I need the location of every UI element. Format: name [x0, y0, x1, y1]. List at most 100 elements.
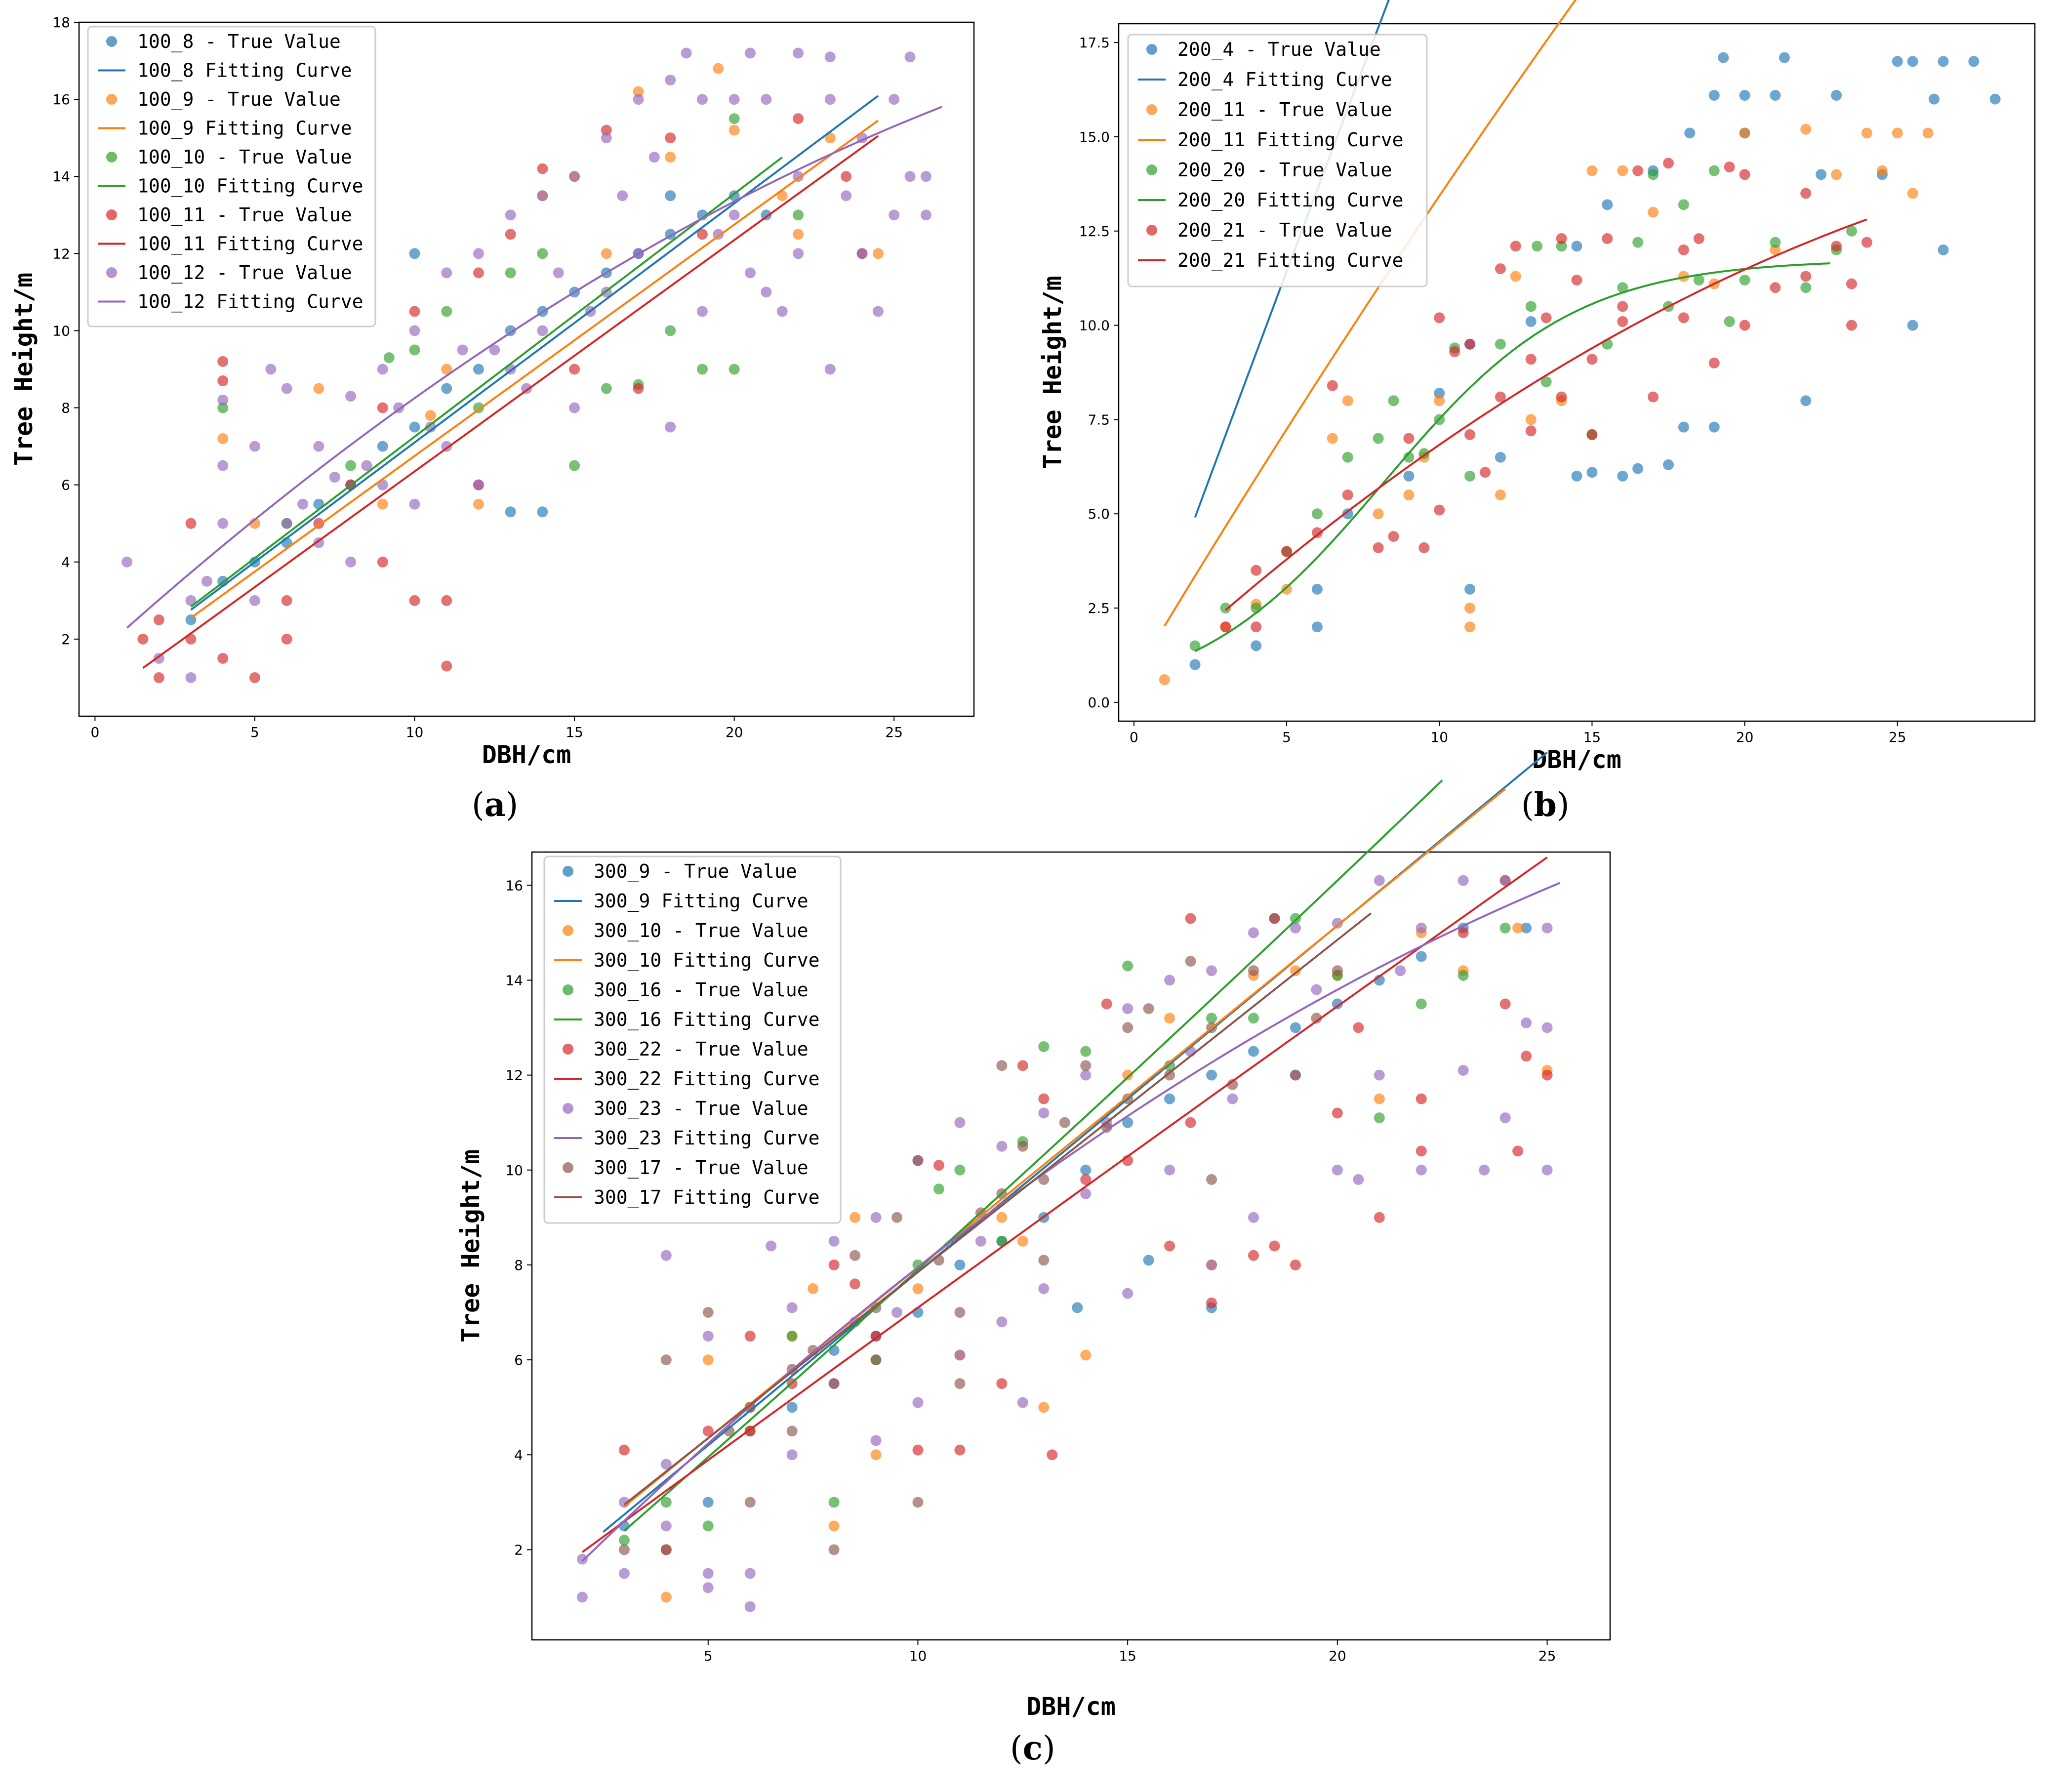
data-point-100_12 [473, 479, 484, 490]
chart-panel-a: 0 5 10 15 20 25 2 4 6 8 10 12 14 16 18 DBH/cm Tree Heigh… [9, 14, 975, 769]
data-point-200_21 [1602, 233, 1613, 244]
data-point-300_9 [1122, 1117, 1133, 1128]
legend-label-100_10-fit: 100_10 Fitting Curve [137, 175, 364, 198]
data-point-100_10 [217, 402, 229, 413]
data-point-300_17 [702, 1307, 714, 1318]
data-point-100_12 [185, 672, 197, 683]
data-point-300_10 [1164, 1013, 1175, 1024]
data-point-200_4 [1434, 387, 1445, 399]
y-tick-label: 2 [514, 1542, 523, 1558]
data-point-200_21 [1480, 467, 1491, 478]
data-point-100_12 [217, 518, 229, 529]
data-point-300_22 [912, 1444, 924, 1456]
data-point-300_17 [996, 1060, 1008, 1071]
data-point-100_11 [793, 113, 804, 124]
data-point-100_12 [681, 47, 692, 59]
data-point-300_17 [660, 1544, 672, 1555]
legend-marker-100_10 [106, 152, 117, 163]
data-point-300_23 [702, 1582, 714, 1593]
y-axis-title: Tree Height/m [9, 273, 38, 466]
legend-label-300_22-true: 300_22 - True Value [594, 1038, 809, 1060]
x-tick-label: 20 [1329, 1648, 1346, 1664]
data-point-300_17 [1227, 1079, 1238, 1090]
data-point-300_23 [996, 1316, 1008, 1328]
data-point-300_22 [1185, 1117, 1196, 1128]
data-point-300_22 [1101, 998, 1112, 1010]
data-point-200_21 [1220, 621, 1231, 633]
y-tick-label: 15.0 [1079, 129, 1110, 145]
data-point-200_21 [1739, 169, 1750, 180]
data-point-300_17 [618, 1544, 630, 1555]
data-point-300_16 [1080, 1046, 1092, 1057]
legend-label-300_16-fit: 300_16 Fitting Curve [594, 1009, 820, 1031]
data-point-300_17 [1185, 955, 1196, 967]
data-point-200_11 [1403, 489, 1415, 501]
data-point-300_23 [576, 1553, 588, 1565]
y-tick-label: 14 [52, 168, 70, 185]
data-point-200_11 [1739, 127, 1750, 139]
data-point-100_9 [377, 498, 388, 510]
data-point-100_11 [696, 229, 708, 240]
x-tick-label: 25 [1889, 729, 1906, 745]
data-point-200_21 [1724, 162, 1735, 173]
data-point-300_17 [1059, 1117, 1070, 1128]
data-point-300_23 [1541, 1022, 1553, 1033]
data-point-200_4 [1602, 199, 1613, 210]
data-point-200_20 [1708, 165, 1720, 176]
legend-marker-200_20 [1146, 164, 1157, 175]
data-point-300_22 [1541, 1069, 1553, 1081]
data-point-100_12 [553, 267, 564, 279]
data-point-300_23 [576, 1591, 588, 1603]
data-point-100_8 [728, 190, 740, 202]
fit-curve-100_10 [190, 157, 783, 608]
legend-marker-300_10 [563, 925, 573, 936]
data-point-200_21 [1556, 391, 1567, 403]
data-point-200_21 [1693, 233, 1704, 244]
data-point-100_12 [745, 47, 756, 59]
data-point-100_12 [537, 325, 548, 336]
data-point-200_20 [1311, 508, 1323, 520]
y-tick-label: 2.5 [1088, 600, 1110, 616]
data-point-200_21 [1861, 237, 1872, 248]
data-point-300_23 [1353, 1174, 1364, 1185]
data-point-200_11 [1617, 165, 1628, 176]
data-point-200_21 [1800, 188, 1812, 199]
data-point-200_11 [1281, 583, 1293, 595]
data-point-300_23 [1332, 918, 1343, 929]
data-point-300_23 [1038, 1107, 1050, 1119]
data-point-200_4 [1251, 640, 1262, 652]
data-point-100_11 [185, 518, 197, 529]
legend-marker-100_9 [106, 94, 117, 105]
data-point-100_9 [425, 410, 436, 421]
y-tick-label: 0.0 [1088, 694, 1110, 711]
data-point-100_12 [761, 286, 772, 298]
data-point-100_12 [904, 171, 916, 182]
data-point-200_21 [1800, 271, 1812, 282]
data-point-100_12 [185, 595, 197, 606]
data-point-100_12 [329, 472, 340, 483]
data-point-100_11 [153, 614, 164, 625]
data-point-300_23 [1227, 1093, 1238, 1104]
data-point-100_8 [441, 383, 452, 394]
data-point-300_17 [786, 1425, 798, 1437]
data-point-200_4 [1892, 56, 1903, 67]
data-point-100_12 [761, 94, 772, 105]
data-point-100_12 [249, 595, 260, 606]
data-point-200_11 [1861, 127, 1872, 139]
data-point-100_12 [793, 47, 804, 59]
data-point-100_9 [473, 498, 484, 510]
data-point-300_16 [828, 1497, 840, 1508]
data-point-200_21 [1831, 241, 1842, 252]
data-point-300_23 [744, 1601, 756, 1612]
data-point-200_11 [1678, 271, 1689, 282]
data-point-100_12 [537, 190, 548, 202]
data-point-300_23 [618, 1568, 630, 1579]
data-point-200_4 [1938, 244, 1949, 255]
data-point-200_20 [1770, 237, 1781, 248]
data-point-200_21 [1525, 425, 1537, 437]
data-point-300_22 [1206, 1297, 1217, 1308]
data-point-200_11 [1831, 169, 1842, 180]
data-point-100_12 [121, 556, 133, 568]
data-point-200_11 [1373, 508, 1384, 520]
data-point-200_21 [1708, 357, 1720, 368]
